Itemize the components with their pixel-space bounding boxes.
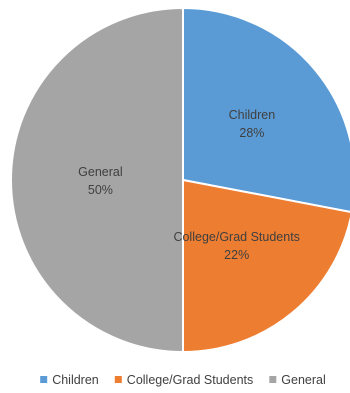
chart-legend: Children College/Grad Students General bbox=[40, 373, 326, 387]
legend-item-college-grad-students: College/Grad Students bbox=[114, 373, 253, 387]
legend-swatch-general bbox=[269, 376, 277, 383]
legend-label-college-grad-students: College/Grad Students bbox=[127, 373, 253, 387]
slice-label-college-grad-students: College/Grad Students bbox=[173, 230, 299, 244]
slice-label-children: Children bbox=[229, 108, 276, 122]
slice-value-college-grad-students: 22% bbox=[224, 248, 249, 262]
slice-value-children: 28% bbox=[239, 126, 264, 140]
pie-slice-college-grad-students bbox=[182, 179, 350, 353]
legend-swatch-children bbox=[40, 376, 48, 383]
legend-label-children: Children bbox=[52, 373, 99, 387]
slice-labels: Children 28% College/Grad Students 22% Gener… bbox=[78, 108, 300, 262]
pie-slice-children bbox=[182, 7, 350, 213]
pie-slices bbox=[10, 7, 350, 353]
slice-label-general: General bbox=[78, 165, 122, 179]
legend-label-general: General bbox=[281, 373, 325, 387]
legend-swatch-college-grad-students bbox=[114, 376, 122, 383]
legend-item-general: General bbox=[269, 373, 326, 387]
legend-item-children: Children bbox=[40, 373, 99, 387]
pie-slice-general bbox=[10, 7, 184, 353]
slice-value-general: 50% bbox=[88, 183, 113, 197]
